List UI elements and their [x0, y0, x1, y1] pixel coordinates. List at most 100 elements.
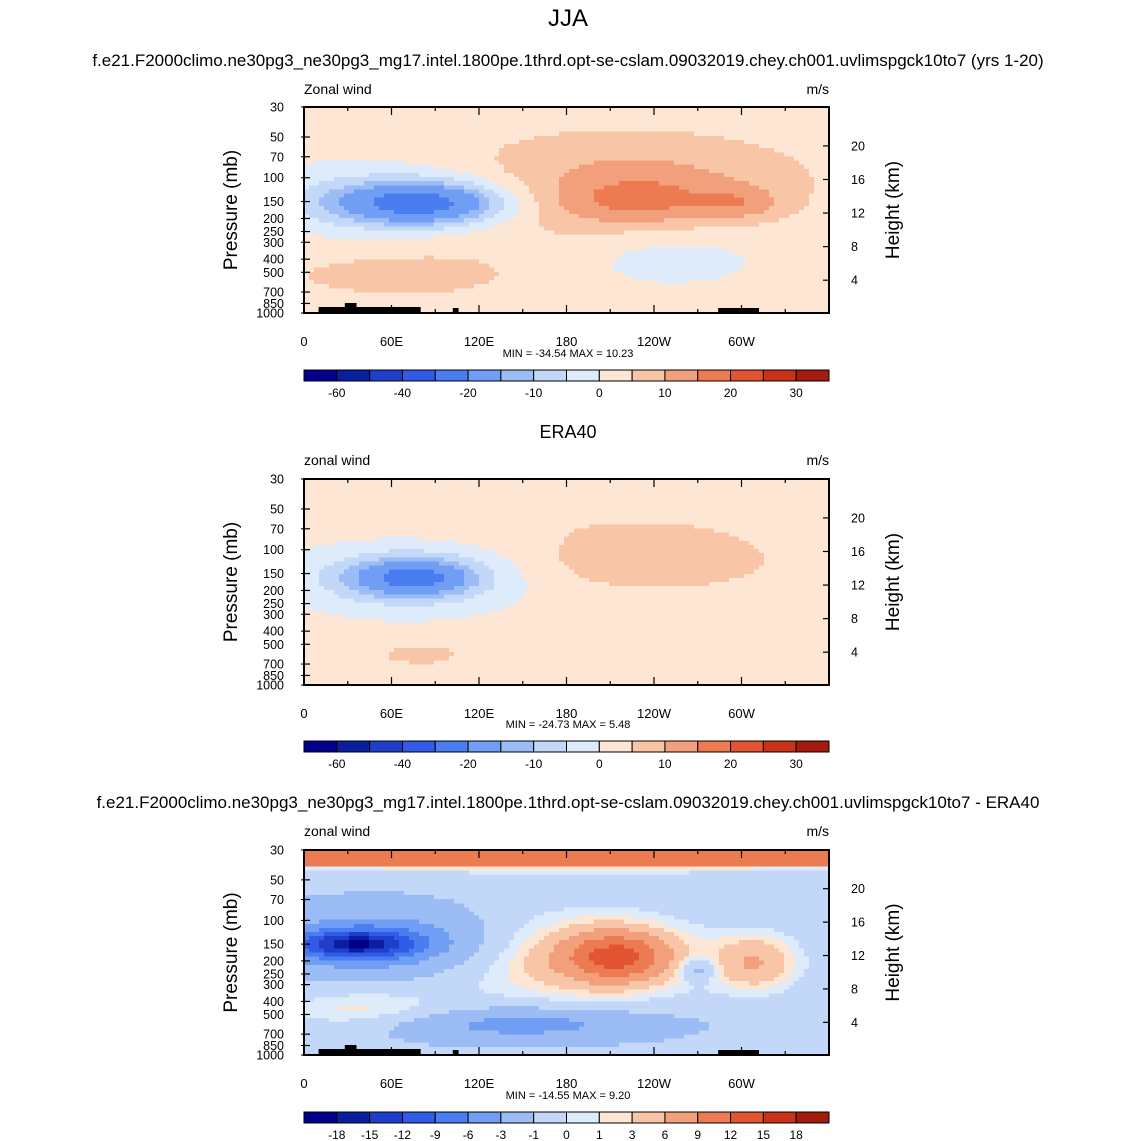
colorbar-box	[401, 369, 436, 382]
colorbar-box	[795, 740, 830, 753]
x-tick-label: 60W	[728, 1076, 755, 1091]
panel-title: ERA40	[539, 422, 596, 442]
colorbar-box	[730, 369, 764, 382]
contour-field	[304, 107, 830, 314]
x-tick-label: 180	[556, 1076, 578, 1091]
y-tick-label: 700	[263, 1028, 284, 1042]
y-tick-label: 50	[270, 131, 284, 145]
colorbar-label: 18	[790, 1128, 804, 1141]
colorbar-box	[762, 369, 797, 382]
height-tick-label: 4	[851, 274, 858, 288]
x-axis: 0 60E 120E 180 120W 60W	[300, 850, 830, 1091]
y-tick-label: 50	[270, 873, 284, 887]
colorbar-box	[336, 369, 371, 382]
figure-title: JJA	[548, 5, 588, 32]
y-tick-label: 30	[270, 844, 284, 858]
y-tick-label: 200	[263, 954, 284, 968]
colorbar-box	[467, 740, 502, 753]
variable-label: Zonal wind	[304, 81, 372, 97]
colorbar-label: -12	[394, 1128, 412, 1141]
x-tick-label: 120E	[464, 334, 495, 349]
colorbar-box	[434, 369, 469, 382]
colorbar-box	[697, 740, 732, 753]
colorbar-box	[500, 1111, 535, 1124]
colorbar-label: 0	[563, 1128, 570, 1141]
colorbar-box	[762, 1111, 797, 1124]
y-tick-label: 500	[263, 638, 284, 652]
x-tick-label: 60W	[728, 334, 755, 349]
colorbar-label: -20	[459, 757, 477, 771]
colorbar-label: -60	[328, 757, 346, 771]
colorbar-box	[303, 740, 338, 753]
topography-mask	[318, 303, 759, 313]
y-tick-label: 850	[263, 1039, 284, 1053]
y-tick-label: 200	[263, 212, 284, 226]
y-tick-label: 400	[263, 995, 284, 1009]
colorbar-box	[631, 1111, 666, 1124]
colorbar-label: 30	[790, 386, 804, 400]
contour-field	[304, 479, 830, 686]
contour-field	[304, 850, 830, 1056]
colorbar-box	[730, 1111, 764, 1124]
height-tick-label: 8	[851, 982, 858, 996]
y-tick-label: 300	[263, 608, 284, 622]
x-tick-label: 120W	[637, 1076, 672, 1091]
y-tick-label: 700	[263, 658, 284, 672]
colorbar-box	[303, 1111, 338, 1124]
y-tick-label: 1000	[256, 679, 284, 693]
colorbar-box	[533, 740, 567, 753]
x-tick-label: 60W	[728, 706, 755, 721]
colorbar-box	[533, 369, 567, 382]
y-tick-label: 150	[263, 938, 284, 952]
y-tick-label: 150	[263, 195, 284, 209]
colorbar-box	[369, 1111, 403, 1124]
colorbar-box	[500, 740, 535, 753]
panel-obs: ERA40 zonal wind m/s 0 60E 120E 180 120W 60W 30 50…	[221, 422, 904, 771]
colorbar-label: -20	[459, 386, 477, 400]
colorbar-box	[303, 369, 338, 382]
colorbar-label: 3	[629, 1128, 636, 1141]
x-axis: 0 60E 120E 180 120W 60W	[300, 479, 830, 721]
colorbar-box	[336, 740, 371, 753]
y-tick-label: 150	[263, 567, 284, 581]
colorbar-label: 6	[662, 1128, 669, 1141]
panel-diff: f.e21.F2000climo.ne30pg3_ne30pg3_mg17.in…	[97, 793, 1040, 1141]
y-tick-label: 70	[270, 893, 284, 907]
colorbar-label: -15	[361, 1128, 379, 1141]
colorbar-box	[566, 740, 600, 753]
colorbar-label: -10	[525, 757, 543, 771]
y-tick-label: 100	[263, 171, 284, 185]
panel-model: f.e21.F2000climo.ne30pg3_ne30pg3_mg17.in…	[92, 51, 1043, 400]
units-label: m/s	[806, 823, 829, 839]
y-tick-label: 50	[270, 503, 284, 517]
panel-title: f.e21.F2000climo.ne30pg3_ne30pg3_mg17.in…	[92, 51, 1043, 70]
min-max-stats: MIN = -24.73 MAX = 5.48	[506, 719, 631, 731]
colorbar-label: -40	[394, 386, 412, 400]
y-axis-title: Pressure (mb)	[221, 522, 242, 642]
colorbar-box	[598, 369, 633, 382]
y-tick-label: 500	[263, 1008, 284, 1022]
colorbar-label: -1	[528, 1128, 539, 1141]
colorbar-label: 10	[658, 757, 672, 771]
colorbar: -60 -40 -20 -10 0 10 20 30	[303, 740, 830, 771]
colorbar-box	[664, 740, 699, 753]
colorbar-label: 10	[658, 386, 672, 400]
panel-title: f.e21.F2000climo.ne30pg3_ne30pg3_mg17.in…	[97, 793, 1040, 812]
min-max-stats: MIN = -34.54 MAX = 10.23	[503, 348, 634, 360]
y-axis-title: Pressure (mb)	[221, 892, 242, 1012]
height-tick-label: 12	[851, 207, 865, 221]
colorbar-label: 1	[596, 1128, 603, 1141]
colorbar-label: 20	[724, 757, 738, 771]
y-tick-label: 100	[263, 543, 284, 557]
y-tick-label: 300	[263, 978, 284, 992]
units-label: m/s	[806, 452, 829, 468]
height-tick-label: 12	[851, 949, 865, 963]
colorbar-label: 0	[596, 386, 603, 400]
colorbar-box	[533, 1111, 567, 1124]
x-tick-label: 0	[300, 334, 307, 349]
y-tick-label: 70	[270, 150, 284, 164]
height-axis: 4 8 12 16 20 Height (km)	[823, 511, 904, 660]
height-tick-label: 16	[851, 173, 865, 187]
